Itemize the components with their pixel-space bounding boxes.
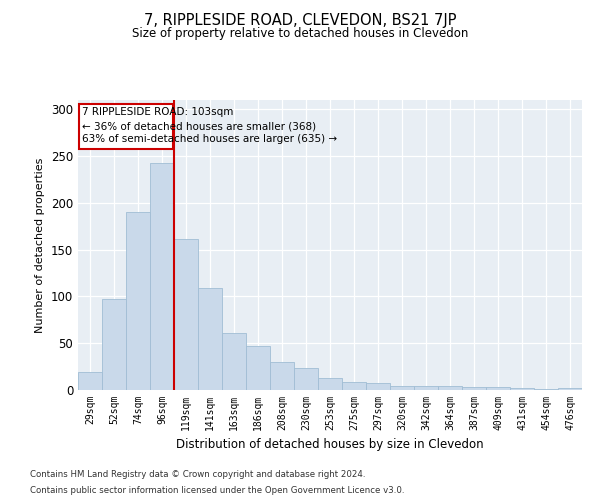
Bar [270,362,294,390]
Bar [78,372,102,390]
Text: ← 36% of detached houses are smaller (368): ← 36% of detached houses are smaller (36… [82,121,316,131]
Text: 63% of semi-detached houses are larger (635) →: 63% of semi-detached houses are larger (… [82,134,337,144]
Bar [174,240,198,390]
Bar [318,378,342,390]
X-axis label: Distribution of detached houses by size in Clevedon: Distribution of detached houses by size … [176,438,484,452]
Text: Size of property relative to detached houses in Clevedon: Size of property relative to detached ho… [132,28,468,40]
Bar [462,387,486,390]
Bar [126,212,150,390]
Bar [390,386,414,390]
Text: Contains public sector information licensed under the Open Government Licence v3: Contains public sector information licen… [30,486,404,495]
Bar [558,388,582,390]
Bar [150,162,174,390]
Bar [366,382,390,390]
Bar [534,389,558,390]
Text: Contains HM Land Registry data © Crown copyright and database right 2024.: Contains HM Land Registry data © Crown c… [30,470,365,479]
Bar [79,104,173,148]
Bar [294,368,318,390]
Bar [438,386,462,390]
Text: 7, RIPPLESIDE ROAD, CLEVEDON, BS21 7JP: 7, RIPPLESIDE ROAD, CLEVEDON, BS21 7JP [144,12,456,28]
Bar [222,333,246,390]
Bar [510,388,534,390]
Bar [198,288,222,390]
Bar [414,386,438,390]
Bar [246,346,270,390]
Text: 7 RIPPLESIDE ROAD: 103sqm: 7 RIPPLESIDE ROAD: 103sqm [82,107,233,117]
Bar [342,382,366,390]
Bar [102,300,126,390]
Bar [486,387,510,390]
Y-axis label: Number of detached properties: Number of detached properties [35,158,46,332]
